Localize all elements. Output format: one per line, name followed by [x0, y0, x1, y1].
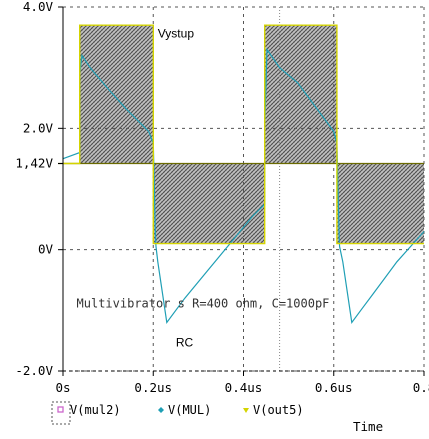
legend-label: V(mul2) [70, 403, 121, 417]
x-tick-label: 0s [55, 380, 70, 395]
y-tick-label: 0V [38, 242, 54, 257]
out-fill-layer [79, 25, 424, 244]
legend-marker-triangle-icon [243, 408, 249, 413]
out-fill-region [336, 163, 424, 244]
out-fill-region [264, 25, 337, 164]
legend-label: V(MUL) [168, 403, 211, 417]
series-line-vmul [62, 47, 425, 325]
chart-annotation: Vystup [158, 26, 195, 40]
legend-label: V(out5) [253, 403, 304, 417]
out-fill-region [153, 163, 265, 244]
legend-marker-square-icon [57, 406, 64, 413]
axes-layer [58, 6, 425, 376]
y-tick-label: 1,42V [15, 156, 53, 171]
x-tick-label: 0.8 [413, 380, 429, 395]
chart-annotation: Multivibrator s R=400 ohm, C=1000pF [77, 296, 330, 310]
y-tick-label: 2.0V [23, 120, 54, 135]
legend: V(mul2) V(MUL) V(out5) [51, 401, 304, 425]
series-line-vout5 [63, 24, 424, 245]
y-tick-label: 4.0V [23, 0, 54, 14]
x-tick-label: 0.4us [225, 380, 263, 395]
legend-box [51, 401, 71, 425]
chart-annotation: RC [176, 336, 194, 350]
x-tick-label: 0.6us [315, 380, 353, 395]
legend-marker-diamond-icon [158, 407, 164, 413]
x-axis-title: Time [353, 419, 383, 434]
series-layer [58, 24, 425, 325]
y-tick-label: -2.0V [15, 363, 53, 378]
x-tick-label: 0.2us [134, 380, 172, 395]
out-fill-region [79, 25, 154, 164]
